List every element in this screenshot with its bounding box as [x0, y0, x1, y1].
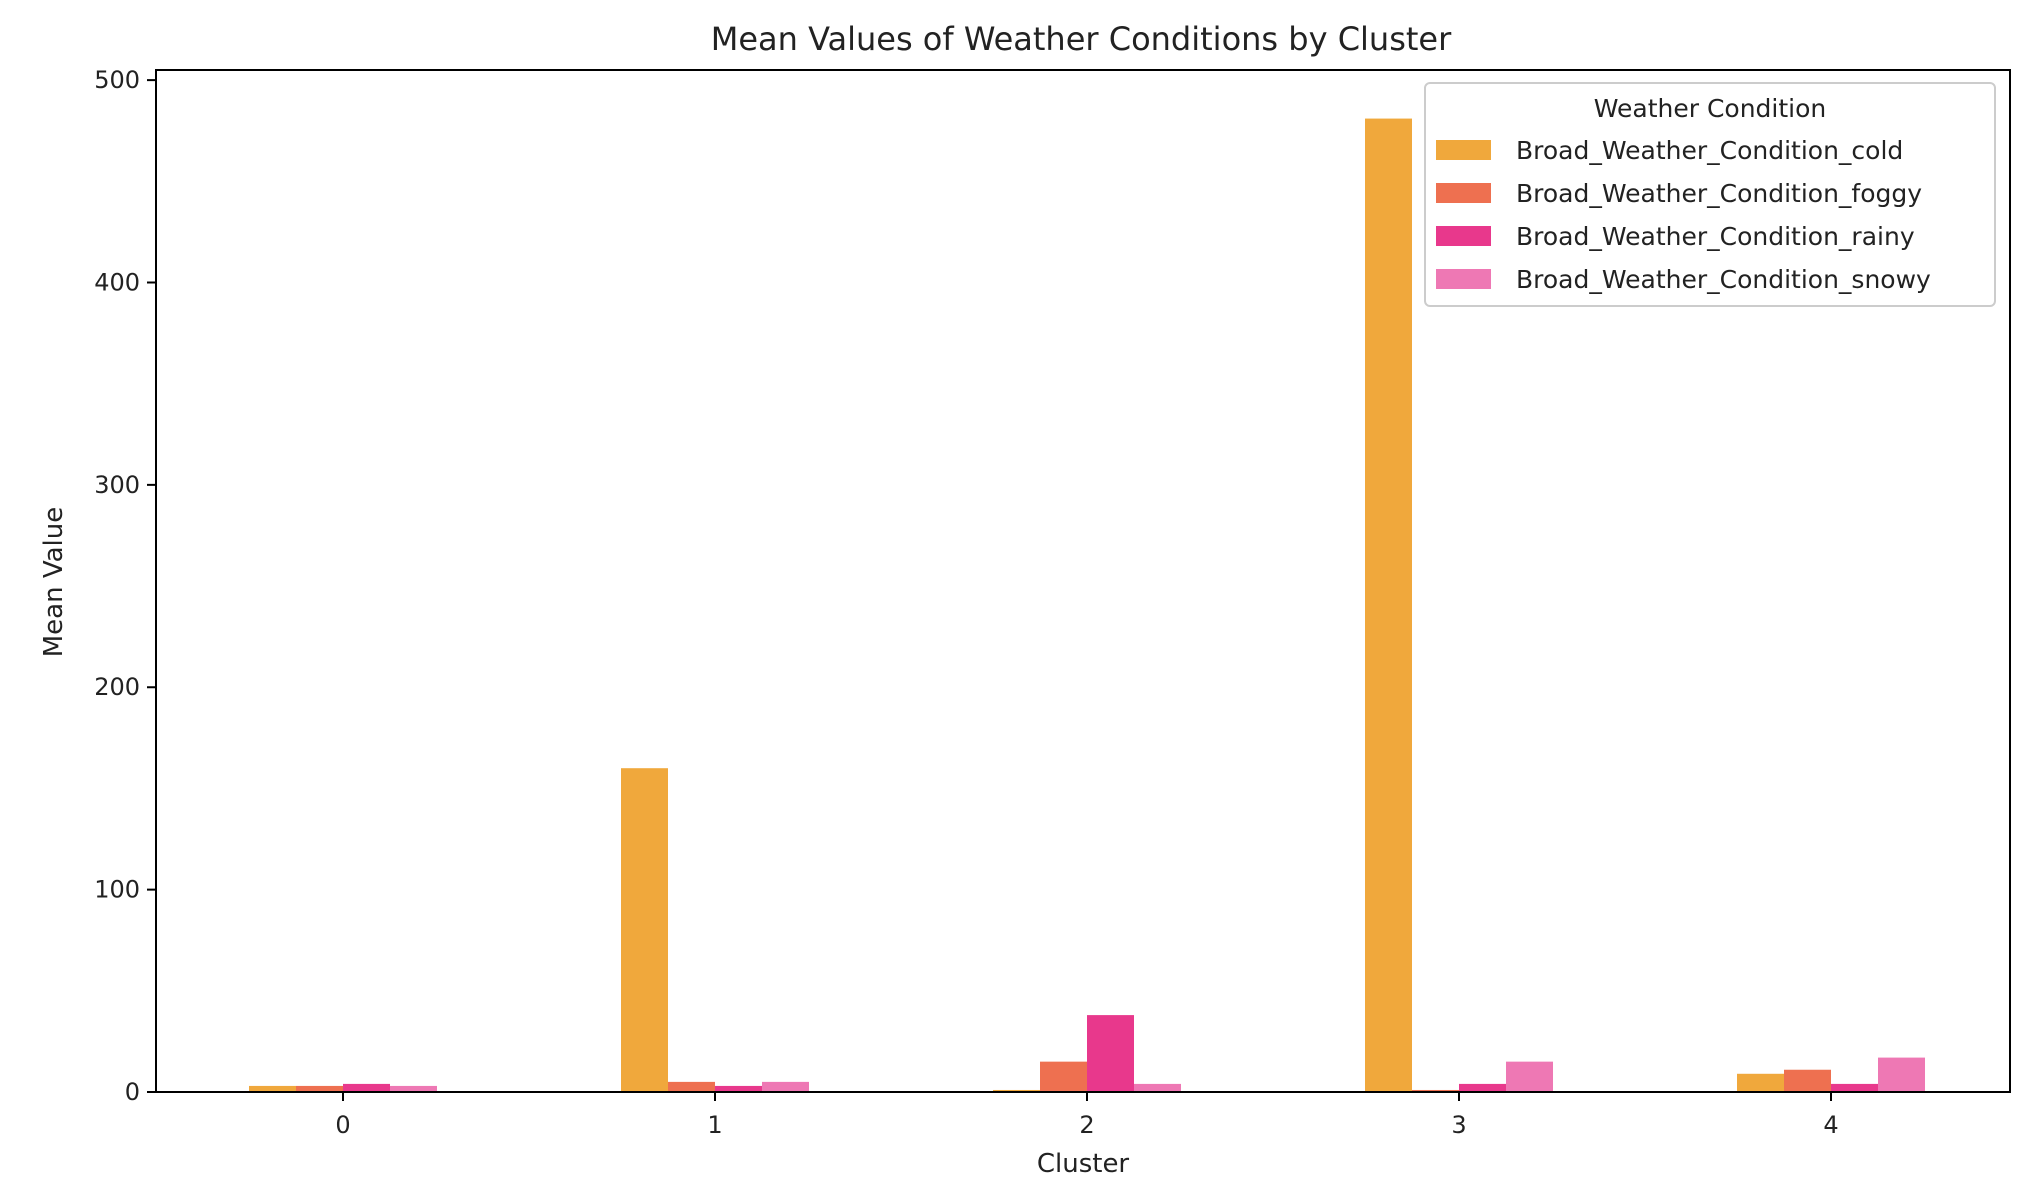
legend-label: Broad_Weather_Condition_foggy: [1516, 179, 1922, 208]
y-tick-label: 300: [94, 471, 140, 499]
bar-Broad_Weather_Condition_snowy-cluster-0: [390, 1085, 437, 1092]
bar-Broad_Weather_Condition_snowy-cluster-4: [1878, 1057, 1925, 1092]
legend-label: Broad_Weather_Condition_cold: [1516, 136, 1903, 165]
y-tick-label: 0: [125, 1078, 140, 1106]
bar-Broad_Weather_Condition_rainy-cluster-3: [1459, 1083, 1506, 1092]
y-tick-label: 400: [94, 268, 140, 296]
bar-Broad_Weather_Condition_rainy-cluster-4: [1831, 1083, 1878, 1092]
legend-label: Broad_Weather_Condition_rainy: [1516, 222, 1915, 251]
bar-Broad_Weather_Condition_cold-cluster-4: [1737, 1073, 1784, 1092]
bar-Broad_Weather_Condition_foggy-cluster-4: [1784, 1069, 1831, 1092]
bar-Broad_Weather_Condition_snowy-cluster-2: [1134, 1083, 1181, 1092]
y-tick-label: 200: [94, 673, 140, 701]
bar-Broad_Weather_Condition_foggy-cluster-2: [1040, 1061, 1087, 1092]
legend-items: Broad_Weather_Condition_cold Broad_Weathe…: [1436, 136, 1931, 294]
bar-Broad_Weather_Condition_cold-cluster-1: [621, 768, 668, 1092]
bar-Broad_Weather_Condition_rainy-cluster-0: [343, 1083, 390, 1092]
x-tick-label: 4: [1823, 1111, 1838, 1139]
legend-swatch: [1436, 269, 1491, 289]
y-axis: 0 100 200 300 400 500: [94, 66, 156, 1106]
bar-Broad_Weather_Condition_cold-cluster-3: [1365, 118, 1412, 1092]
legend-swatch: [1436, 226, 1491, 246]
bar-Broad_Weather_Condition_foggy-cluster-1: [668, 1081, 715, 1092]
legend-label: Broad_Weather_Condition_snowy: [1516, 265, 1931, 294]
chart-title: Mean Values of Weather Conditions by Clu…: [711, 20, 1452, 58]
bar-Broad_Weather_Condition_rainy-cluster-1: [715, 1085, 762, 1092]
bar-Broad_Weather_Condition_foggy-cluster-3: [1412, 1089, 1459, 1092]
legend: Weather Condition Broad_Weather_Conditio…: [1424, 82, 1996, 307]
bar-Broad_Weather_Condition_snowy-cluster-1: [762, 1081, 809, 1092]
legend-box: [1424, 82, 1996, 307]
bar-Broad_Weather_Condition_snowy-cluster-3: [1506, 1061, 1553, 1092]
x-tick-label: 3: [1451, 1111, 1466, 1139]
x-axis: 0 1 2 3 4: [335, 1092, 1839, 1139]
y-tick-label: 500: [94, 66, 140, 94]
x-axis-title: Cluster: [1037, 1149, 1130, 1179]
y-axis-title: Mean Value: [39, 507, 69, 658]
legend-swatch: [1436, 183, 1491, 203]
x-tick-label: 2: [1079, 1111, 1094, 1139]
bar-Broad_Weather_Condition_cold-cluster-0: [249, 1085, 296, 1092]
legend-swatch: [1436, 140, 1491, 160]
bar-Broad_Weather_Condition_foggy-cluster-0: [296, 1085, 343, 1092]
legend-title: Weather Condition: [1594, 94, 1827, 123]
y-tick-label: 100: [94, 876, 140, 904]
x-tick-label: 1: [707, 1111, 722, 1139]
bar-Broad_Weather_Condition_cold-cluster-2: [993, 1089, 1040, 1092]
plot-frame: [155, 69, 2011, 1093]
bars-group: [249, 118, 1925, 1092]
x-tick-label: 0: [335, 1111, 350, 1139]
bar-Broad_Weather_Condition_rainy-cluster-2: [1087, 1015, 1134, 1092]
